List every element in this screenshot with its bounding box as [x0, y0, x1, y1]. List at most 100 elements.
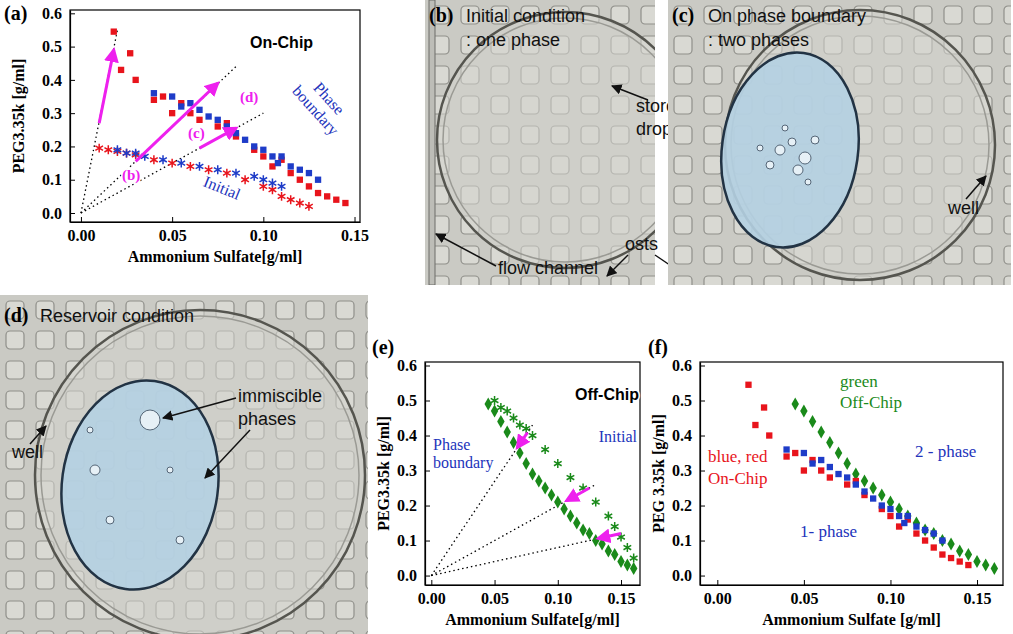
annotation: Phaseboundary — [433, 436, 493, 472]
data-point — [214, 165, 222, 174]
data-point — [567, 510, 574, 523]
data-point — [745, 382, 751, 388]
data-point — [827, 464, 833, 470]
data-point — [269, 153, 275, 159]
data-point — [800, 405, 807, 418]
data-point — [296, 199, 304, 208]
well-rim — [41, 316, 359, 634]
data-point — [844, 481, 850, 487]
post — [794, 276, 812, 285]
data-point — [573, 517, 580, 530]
data-point — [617, 555, 624, 568]
tick: 0.05 — [481, 580, 509, 607]
data-point — [605, 545, 612, 558]
tick-mark — [425, 436, 430, 437]
data-point — [132, 149, 140, 158]
post — [366, 631, 368, 634]
panel-label: (a) — [4, 2, 27, 25]
post — [366, 511, 368, 529]
data-point — [114, 145, 122, 154]
data-point — [809, 460, 815, 466]
data-point — [104, 145, 112, 154]
post — [276, 301, 294, 319]
post — [6, 571, 24, 589]
post — [611, 276, 629, 285]
data-point — [554, 496, 561, 509]
post — [974, 276, 992, 285]
post — [6, 601, 24, 619]
data-point — [123, 149, 131, 158]
data-point — [783, 446, 789, 452]
flow-channel — [429, 0, 435, 285]
data-point — [939, 534, 946, 547]
tick: 0.00 — [704, 580, 732, 607]
data-point — [826, 436, 833, 449]
post — [914, 276, 932, 285]
guide-line — [431, 534, 621, 576]
data-point — [965, 562, 971, 568]
tick-mark — [425, 401, 430, 402]
bubble — [87, 427, 93, 433]
post — [704, 246, 722, 264]
data-point — [605, 512, 613, 521]
bubble — [766, 161, 774, 169]
post — [36, 331, 54, 349]
data-point — [196, 162, 204, 171]
post — [36, 601, 54, 619]
data-point — [232, 169, 240, 178]
data-point — [843, 457, 850, 470]
data-point — [939, 537, 945, 543]
data-point — [241, 175, 249, 184]
post — [6, 391, 24, 409]
photo-panel: (c)On phase boundary: two phaseswell — [668, 0, 1013, 294]
annotation: (c) — [188, 125, 205, 142]
tick-mark — [700, 576, 705, 577]
data-point — [869, 482, 876, 495]
callout-arrow — [163, 398, 236, 418]
tick-mark — [558, 580, 559, 585]
data-point — [196, 117, 202, 123]
annotation: (b) — [122, 167, 140, 184]
data-point — [801, 450, 807, 456]
post — [1004, 156, 1011, 174]
tick-label: 0.3 — [397, 462, 417, 479]
bubble — [757, 145, 763, 151]
plot-frame — [425, 362, 640, 585]
plot-background — [425, 362, 640, 585]
data-point — [835, 471, 841, 477]
data-point — [554, 459, 562, 468]
tick-mark — [890, 580, 891, 585]
callout: well — [11, 442, 43, 462]
data-point — [288, 170, 294, 176]
data-point — [817, 426, 824, 439]
data-point — [878, 489, 885, 502]
post — [36, 361, 54, 379]
post — [734, 246, 752, 264]
annotation-line: Phase — [433, 436, 470, 453]
data-point — [306, 170, 312, 176]
tick-mark — [804, 580, 805, 585]
tick: 0.05 — [159, 217, 187, 244]
chart-title: On-Chip — [250, 34, 313, 51]
post — [704, 96, 722, 114]
data-point — [913, 523, 919, 529]
post — [336, 571, 354, 589]
post — [306, 631, 324, 634]
tick-mark — [263, 217, 264, 222]
post — [1004, 6, 1011, 24]
guide-line — [431, 425, 532, 576]
tick-mark — [425, 471, 430, 472]
data-point — [169, 110, 175, 116]
data-point — [177, 159, 185, 168]
data-point — [269, 163, 275, 169]
data-point — [215, 123, 221, 129]
stored-drop — [709, 43, 871, 256]
post — [704, 156, 722, 174]
post — [1004, 216, 1011, 234]
post — [1004, 66, 1011, 84]
tick-mark — [355, 217, 356, 222]
data-point — [529, 431, 537, 440]
data-point — [529, 468, 536, 481]
photo — [0, 295, 368, 634]
data-point — [624, 543, 632, 552]
